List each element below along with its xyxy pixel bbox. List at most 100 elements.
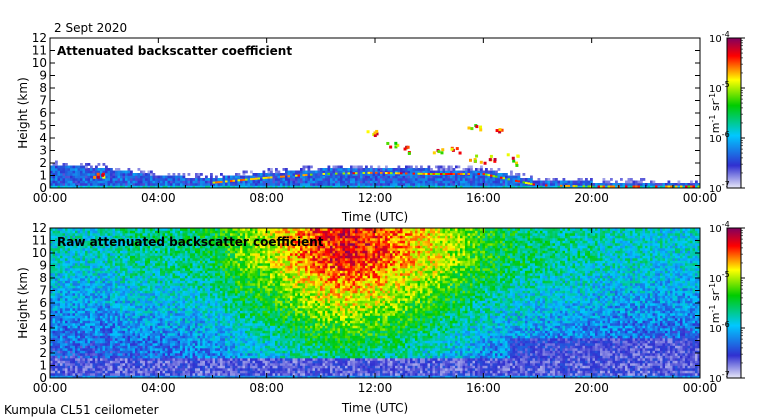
heatmap-cell (160, 340, 163, 344)
heatmap-cell (155, 255, 158, 259)
heatmap-cell (122, 273, 126, 276)
heatmap-cell (107, 185, 111, 188)
heatmap-cell (505, 185, 508, 188)
heatmap-cell (97, 343, 101, 346)
heatmap-cell (157, 230, 161, 234)
heatmap-cell (490, 183, 493, 186)
heatmap-cell (97, 235, 101, 239)
heatmap-cell (115, 298, 118, 301)
heatmap-cell (82, 238, 86, 241)
heatmap-cell (55, 185, 58, 188)
heatmap-cell (62, 183, 66, 186)
heatmap-cell (160, 330, 163, 334)
heatmap-cell (97, 245, 101, 249)
heatmap-cell (410, 165, 413, 169)
heatmap-cell (72, 325, 76, 329)
heatmap-cell (122, 178, 126, 181)
heatmap-cell (165, 360, 168, 364)
heatmap-cell (75, 280, 78, 284)
heatmap-cell (102, 240, 106, 244)
heatmap-cell (152, 270, 156, 274)
heatmap-cell (105, 363, 108, 366)
heatmap-cell (72, 228, 76, 231)
heatmap-cell (162, 240, 166, 244)
heatmap-cell (95, 185, 98, 188)
heatmap-cell (107, 305, 111, 309)
heatmap-cell (665, 183, 668, 186)
heatmap-cell (92, 343, 96, 346)
heatmap-cell (145, 375, 148, 378)
heatmap-cell (127, 353, 131, 356)
heatmap-cell (82, 373, 86, 376)
heatmap-cell (165, 355, 168, 359)
heatmap-cell (110, 363, 113, 366)
heatmap-cell (150, 270, 153, 274)
heatmap-cell (175, 375, 178, 378)
heatmap-cell (52, 275, 56, 279)
heatmap-cell (385, 170, 388, 174)
heatmap-cell (95, 320, 98, 324)
heatmap-cell (137, 283, 141, 286)
heatmap-cell (457, 175, 461, 179)
heatmap-cell (57, 240, 61, 244)
heatmap-cell (50, 295, 53, 299)
heatmap-cell (87, 178, 91, 181)
heatmap-cell (97, 350, 101, 354)
heatmap-cell (172, 180, 176, 184)
heatmap-cell (625, 185, 628, 188)
heatmap-cell (132, 178, 136, 181)
heatmap-cell (102, 248, 106, 251)
heatmap-cell (90, 318, 93, 321)
heatmap-cell (400, 185, 403, 188)
heatmap-cell (72, 165, 76, 169)
heatmap-cell (102, 308, 106, 311)
heatmap-cell (127, 278, 131, 281)
heatmap-cell (372, 170, 376, 174)
heatmap-cell (627, 180, 631, 184)
heatmap-cell (362, 172, 366, 175)
heatmap-cell (112, 375, 116, 378)
heatmap-cell (147, 375, 151, 378)
heatmap-cell (475, 170, 478, 174)
heatmap-cell (470, 173, 473, 176)
heatmap-cell (307, 175, 311, 179)
heatmap-cell (120, 300, 123, 304)
heatmap-cell (65, 355, 68, 359)
heatmap-cell (290, 185, 293, 188)
heatmap-cell (150, 310, 153, 314)
heatmap-cell (147, 305, 151, 309)
heatmap-cell (92, 170, 96, 174)
heatmap-cell (425, 178, 428, 181)
heatmap-cell (80, 338, 83, 341)
heatmap-cell (95, 295, 98, 299)
heatmap-cell (77, 348, 81, 351)
heatmap-cell (50, 230, 53, 234)
heatmap-cell (380, 171, 383, 174)
heatmap-cell (260, 183, 263, 186)
heatmap-cell (85, 168, 88, 171)
heatmap-cell (140, 303, 143, 306)
heatmap-cell (175, 353, 178, 356)
heatmap-cell (105, 283, 108, 286)
heatmap-cell (160, 298, 163, 301)
heatmap-cell (92, 270, 96, 274)
heatmap-cell (337, 178, 341, 181)
heatmap-cell (85, 330, 88, 334)
cloud-cell (515, 163, 519, 167)
heatmap-cell (135, 230, 138, 234)
heatmap-cell (67, 258, 71, 261)
heatmap-cell (347, 175, 351, 179)
heatmap-cell (120, 233, 123, 236)
heatmap-cell (125, 313, 128, 316)
heatmap-cell (130, 330, 133, 334)
heatmap-cell (135, 353, 138, 356)
heatmap-cell (102, 300, 106, 304)
heatmap-cell (75, 275, 78, 279)
heatmap-cell (77, 315, 81, 319)
heatmap-cell (585, 178, 588, 181)
heatmap-cell (640, 178, 643, 181)
heatmap-cell (125, 328, 128, 331)
heatmap-cell (605, 185, 608, 188)
heatmap-cell (117, 315, 121, 319)
heatmap-cell (542, 183, 546, 186)
